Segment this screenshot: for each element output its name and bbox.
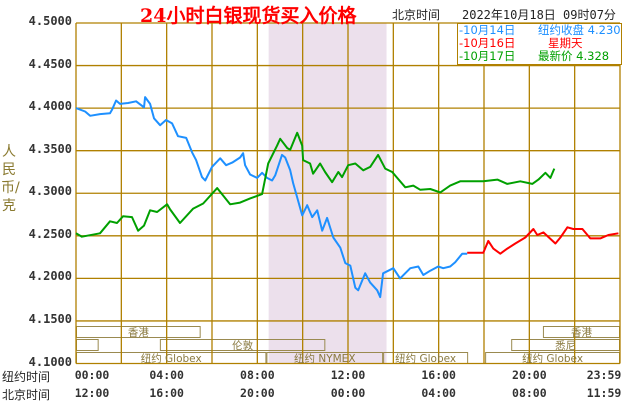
session-label: 香港 (127, 327, 149, 339)
x-tick-label: 04:00 (421, 386, 456, 400)
y-tick-label: 4.1000 (28, 354, 72, 369)
session-label: 纽约 Globex (522, 353, 584, 365)
x-tick-label: 11:59 (586, 386, 622, 400)
x-tick-label: 00:00 (74, 368, 110, 382)
x-axis-row-label: 纽约时间 (2, 370, 51, 384)
timestamp: 2022年10月18日 09时07分 (462, 8, 616, 22)
chart-title: 24小时白银现货买入价格 (140, 5, 357, 27)
x-tick-label: 23:59 (586, 368, 622, 382)
series-line-10月17日 (75, 131, 556, 238)
session-label: 纽约 Globex (140, 353, 202, 365)
legend-text: 纽约收盘 4.230 (538, 23, 621, 37)
session-label: 伦敦 (232, 340, 254, 352)
x-tick-label: 12:00 (74, 386, 110, 400)
timezone-label: 北京时间 (392, 8, 441, 22)
x-tick-label: 16:00 (149, 386, 184, 400)
legend-date: -10月16日 (459, 36, 516, 50)
session-box (159, 339, 326, 351)
y-tick-label: 4.1500 (28, 311, 72, 326)
session-label: 香港 (570, 327, 592, 339)
session-label: 纽约 NYMEX (294, 353, 356, 365)
y-tick-label: 4.4500 (28, 56, 72, 71)
x-tick-label: 08:00 (512, 386, 547, 400)
y-tick-label: 4.5000 (28, 14, 72, 28)
y-axis-label: 人民币/克 (1, 144, 20, 214)
x-axis-row-label: 北京时间 (2, 388, 51, 402)
legend-item: -10月14日 纽约收盘 4.230 (458, 24, 621, 37)
legend-item: -10月17日 最新价 4.328 (458, 50, 621, 63)
legend-text: 星期天 (548, 36, 583, 50)
y-tick-label: 4.2500 (28, 226, 72, 241)
x-tick-label: 20:00 (240, 386, 275, 400)
x-tick-label: 08:00 (240, 368, 275, 382)
legend-date: -10月17日 (459, 49, 516, 63)
x-tick-label: 04:00 (149, 368, 184, 382)
x-tick-label: 12:00 (330, 368, 366, 382)
y-tick-label: 4.3000 (28, 184, 72, 199)
x-tick-label: 16:00 (421, 368, 456, 382)
series-line-10月16日 (467, 226, 619, 255)
y-tick-label: 4.3500 (28, 141, 72, 156)
x-tick-label: 20:00 (512, 368, 547, 382)
x-tick-label: 00:00 (330, 386, 366, 400)
session-label: 纽约 Globex (395, 353, 457, 365)
y-tick-label: 4.4000 (28, 99, 72, 114)
session-label: 悉尼 (555, 340, 577, 352)
legend-text: 最新价 4.328 (538, 49, 610, 63)
legend-item: -10月16日 星期天 (458, 37, 621, 50)
y-tick-label: 4.2000 (28, 269, 72, 284)
series-line-10月14日 (75, 96, 468, 299)
legend: -10月14日 纽约收盘 4.230 -10月16日 星期天 -10月17日 最… (457, 23, 622, 65)
legend-date: -10月14日 (459, 23, 516, 37)
session-box (76, 339, 99, 351)
